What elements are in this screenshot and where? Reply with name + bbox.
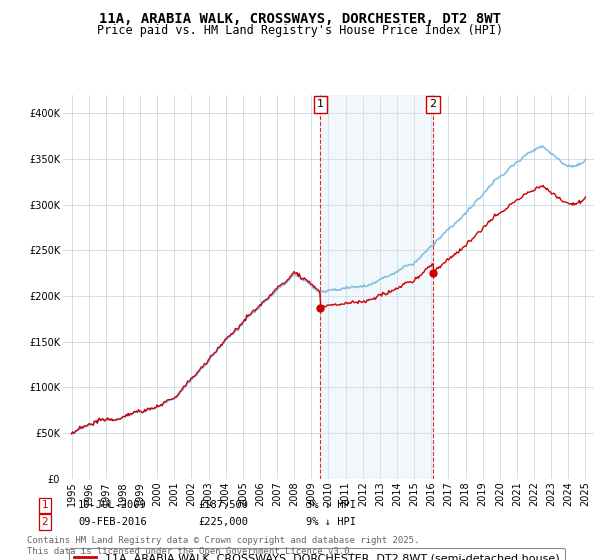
Text: £225,000: £225,000 [198, 517, 248, 527]
Text: Contains HM Land Registry data © Crown copyright and database right 2025.
This d: Contains HM Land Registry data © Crown c… [27, 536, 419, 556]
Text: 09-FEB-2016: 09-FEB-2016 [78, 517, 147, 527]
Bar [320, 95, 433, 479]
Text: 2: 2 [41, 517, 49, 527]
Text: 2: 2 [430, 99, 437, 109]
Text: 3% ↓ HPI: 3% ↓ HPI [306, 500, 356, 510]
Text: £187,500: £187,500 [198, 500, 248, 510]
Text: 10-JUL-2009: 10-JUL-2009 [78, 500, 147, 510]
Text: 1: 1 [41, 500, 49, 510]
Text: 11A, ARABIA WALK, CROSSWAYS, DORCHESTER, DT2 8WT: 11A, ARABIA WALK, CROSSWAYS, DORCHESTER,… [99, 12, 501, 26]
Text: Price paid vs. HM Land Registry's House Price Index (HPI): Price paid vs. HM Land Registry's House … [97, 24, 503, 37]
Text: 1: 1 [317, 99, 324, 109]
Text: 9% ↓ HPI: 9% ↓ HPI [306, 517, 356, 527]
Legend: 11A, ARABIA WALK, CROSSWAYS, DORCHESTER, DT2 8WT (semi-detached house), HPI: Ave: 11A, ARABIA WALK, CROSSWAYS, DORCHESTER,… [68, 548, 565, 560]
